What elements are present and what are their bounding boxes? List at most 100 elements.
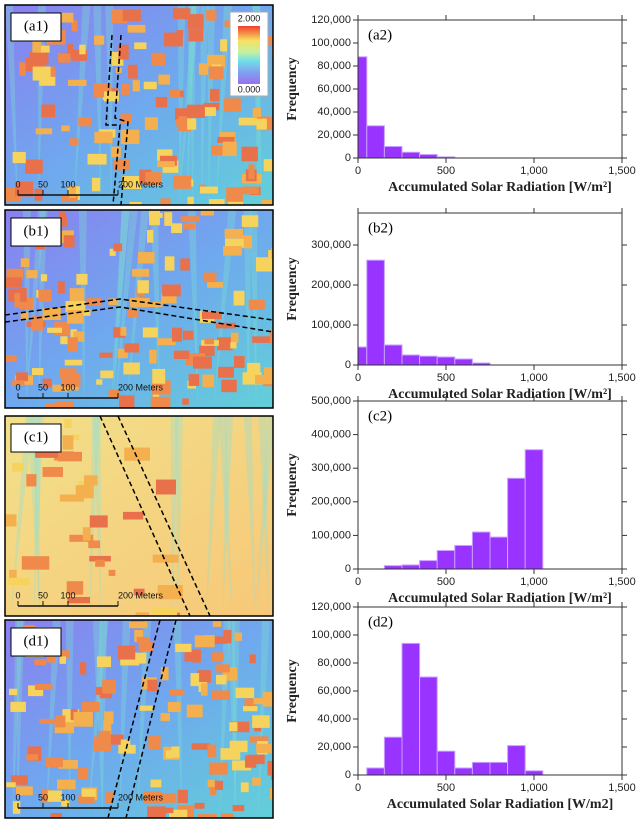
bar xyxy=(455,768,473,775)
building xyxy=(128,65,138,79)
building xyxy=(95,560,105,567)
building xyxy=(102,680,116,694)
building xyxy=(32,368,43,375)
building xyxy=(70,288,85,301)
building xyxy=(76,485,94,498)
building xyxy=(213,621,221,627)
building xyxy=(73,712,92,727)
building xyxy=(252,336,270,342)
bar xyxy=(384,566,402,569)
building xyxy=(195,635,215,647)
building xyxy=(248,164,254,179)
x-tick-label: 1,500 xyxy=(608,165,636,177)
y-tick-label: 200,000 xyxy=(311,496,351,508)
x-tick-label: 0 xyxy=(355,165,361,177)
building xyxy=(121,130,140,144)
building xyxy=(221,380,236,392)
bar xyxy=(420,155,438,158)
building xyxy=(215,781,223,790)
building xyxy=(188,14,204,29)
building xyxy=(68,337,78,351)
building xyxy=(201,683,208,696)
building xyxy=(147,230,153,243)
building xyxy=(210,89,219,101)
building xyxy=(16,372,28,381)
building xyxy=(149,211,160,226)
bar xyxy=(358,347,367,365)
building xyxy=(158,75,170,85)
building xyxy=(263,692,282,707)
building xyxy=(63,435,74,449)
building xyxy=(121,84,130,95)
y-tick-label: 120,000 xyxy=(311,14,351,26)
colorbar xyxy=(238,26,260,84)
building xyxy=(248,755,265,764)
y-tick-label: 100,000 xyxy=(311,37,351,49)
plot-frame xyxy=(358,20,622,158)
y-tick-label: 100,000 xyxy=(311,529,351,541)
bar xyxy=(384,345,402,365)
building xyxy=(203,273,216,283)
building xyxy=(109,570,116,576)
building xyxy=(173,176,191,189)
scale-label: 50 xyxy=(38,179,48,189)
building xyxy=(162,284,181,296)
building xyxy=(96,379,102,384)
scale-label: 100 xyxy=(60,179,75,189)
building xyxy=(183,331,193,340)
histogram-chart: 0100,000200,000300,000400,000500,0000500… xyxy=(285,395,636,606)
building xyxy=(88,540,100,548)
scale-label: 0 xyxy=(15,792,20,802)
histogram-chart: 020,00040,00060,00080,000100,000120,0000… xyxy=(285,601,636,812)
building xyxy=(181,216,200,222)
building xyxy=(20,288,27,302)
building xyxy=(194,357,211,369)
building xyxy=(124,343,139,352)
building xyxy=(94,36,104,45)
y-axis-label: Frequency xyxy=(285,57,300,121)
building xyxy=(212,652,224,661)
maps: (a1)050100200 Meters(b1)050100200 Meters… xyxy=(5,5,287,823)
scale-label: 0 xyxy=(15,382,20,392)
building xyxy=(249,654,255,663)
building xyxy=(38,289,51,302)
y-tick-label: 60,000 xyxy=(317,685,351,697)
building xyxy=(247,363,260,374)
building xyxy=(61,126,69,132)
building xyxy=(178,790,188,803)
building xyxy=(82,789,96,797)
building xyxy=(242,187,259,195)
building xyxy=(98,85,106,92)
building xyxy=(242,147,258,162)
colorbar-min: 0.000 xyxy=(238,84,261,94)
building xyxy=(90,515,108,527)
building xyxy=(129,622,147,628)
building xyxy=(171,746,179,757)
building xyxy=(207,745,216,757)
building xyxy=(156,97,167,107)
building xyxy=(47,328,62,333)
y-tick-label: 0 xyxy=(345,152,351,164)
building xyxy=(234,291,245,306)
building xyxy=(123,10,141,22)
y-tick-label: 300,000 xyxy=(311,239,351,251)
building xyxy=(166,750,172,758)
building xyxy=(132,269,149,277)
x-axis-label: Accumulated Solar Radiation [W/m2] xyxy=(387,797,613,812)
x-tick-label: 1,000 xyxy=(520,165,548,177)
building xyxy=(199,63,208,75)
building xyxy=(216,675,226,685)
building xyxy=(87,154,106,165)
building xyxy=(156,480,176,495)
building xyxy=(171,223,182,233)
y-tick-label: 20,000 xyxy=(317,129,351,141)
building xyxy=(271,767,279,780)
building xyxy=(231,333,239,343)
building xyxy=(33,67,51,81)
building xyxy=(243,235,252,248)
building xyxy=(229,722,237,731)
x-tick-label: 1,500 xyxy=(608,576,636,588)
bar xyxy=(437,357,455,365)
y-tick-label: 80,000 xyxy=(317,657,351,669)
x-tick-label: 500 xyxy=(437,372,455,384)
